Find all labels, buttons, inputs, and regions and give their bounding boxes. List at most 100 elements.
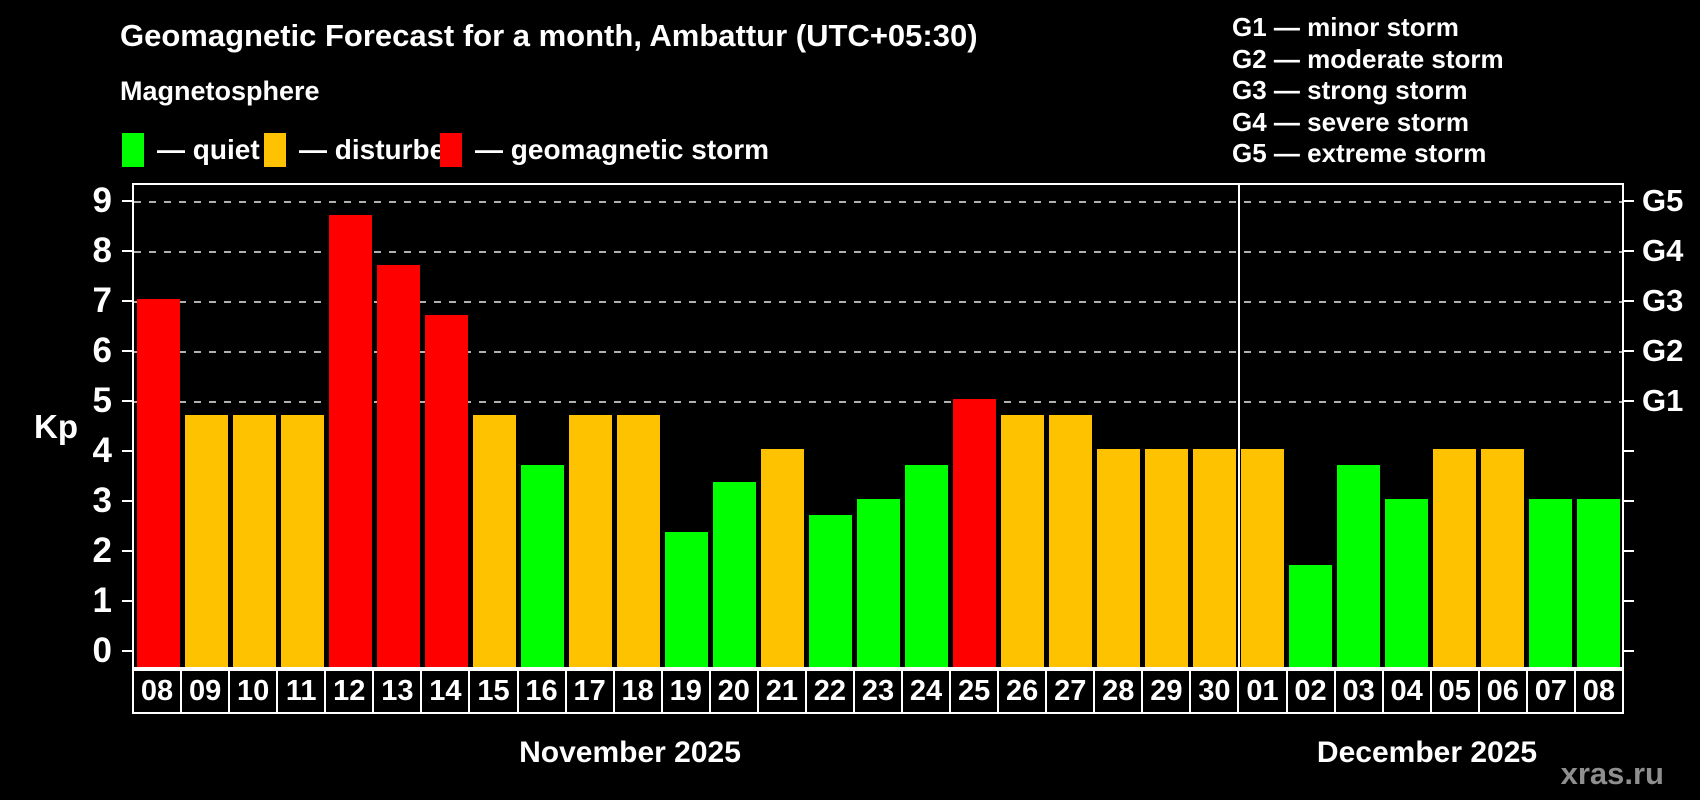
bar-day-04 xyxy=(1384,499,1428,667)
bar-slot-november-28 xyxy=(1094,185,1142,667)
left-tick-7 xyxy=(122,300,132,302)
bar-slot-november-16 xyxy=(518,185,566,667)
bar-slot-november-10 xyxy=(230,185,278,667)
y-tick-label-6: 6 xyxy=(92,331,112,370)
day-label-november-22: 22 xyxy=(804,669,855,714)
bar-slot-november-23 xyxy=(854,185,902,667)
bar-slot-december-05 xyxy=(1430,185,1478,667)
day-label-december-03: 03 xyxy=(1333,669,1384,714)
bar-slot-november-13 xyxy=(374,185,422,667)
right-tick-1 xyxy=(1624,600,1634,602)
month-label-november: November 2025 xyxy=(519,736,741,769)
quiet-color-swatch xyxy=(122,133,144,167)
day-label-november-26: 26 xyxy=(997,669,1048,714)
left-tick-5 xyxy=(122,400,132,402)
bar-slot-december-02 xyxy=(1286,185,1334,667)
bar-day-07 xyxy=(1528,499,1572,667)
day-label-november-28: 28 xyxy=(1093,669,1144,714)
bar-day-22 xyxy=(808,515,852,667)
legend-item-quiet: — quiet xyxy=(122,132,260,168)
bar-slot-november-29 xyxy=(1142,185,1190,667)
y-tick-label-5: 5 xyxy=(92,381,112,420)
y-tick-label-3: 3 xyxy=(92,481,112,520)
bar-day-01 xyxy=(1240,449,1284,667)
bar-day-21 xyxy=(760,449,804,667)
bar-day-05 xyxy=(1432,449,1476,667)
left-tick-4 xyxy=(122,450,132,452)
bar-slot-december-01 xyxy=(1238,185,1286,667)
g-legend-line-2: G2 — moderate storm xyxy=(1232,43,1504,74)
g-legend-line-1: G1 — minor storm xyxy=(1232,12,1459,42)
day-label-december-08: 08 xyxy=(1573,669,1624,714)
gridline-kp-7 xyxy=(134,301,1622,303)
day-label-november-24: 24 xyxy=(901,669,952,714)
bar-day-11 xyxy=(280,415,324,667)
bar-slot-november-27 xyxy=(1046,185,1094,667)
day-label-november-12: 12 xyxy=(324,669,375,714)
bar-day-27 xyxy=(1048,415,1092,667)
watermark: xras.ru xyxy=(1560,756,1664,791)
bar-slot-november-22 xyxy=(806,185,854,667)
storm-color-swatch xyxy=(440,133,462,167)
bar-slot-november-20 xyxy=(710,185,758,667)
day-label-november-19: 19 xyxy=(660,669,711,714)
bar-slot-november-26 xyxy=(998,185,1046,667)
bar-day-08 xyxy=(136,299,180,667)
day-label-november-30: 30 xyxy=(1189,669,1240,714)
day-label-december-06: 06 xyxy=(1477,669,1528,714)
day-label-november-08: 08 xyxy=(132,669,183,714)
bar-day-18 xyxy=(616,415,660,667)
g-axis-label-g3: G3 xyxy=(1642,283,1684,318)
bar-day-09 xyxy=(184,415,228,667)
legend-item-storm: — geomagnetic storm xyxy=(440,132,769,168)
day-label-november-25: 25 xyxy=(949,669,1000,714)
bar-slot-november-17 xyxy=(566,185,614,667)
magnetosphere-label: Magnetosphere xyxy=(120,76,320,106)
right-tick-5 xyxy=(1624,400,1634,402)
y-tick-label-0: 0 xyxy=(92,631,112,670)
legend-label-quiet: — quiet xyxy=(157,134,260,165)
bar-slot-december-04 xyxy=(1382,185,1430,667)
left-tick-9 xyxy=(122,200,132,202)
bar-slot-november-19 xyxy=(662,185,710,667)
left-tick-3 xyxy=(122,500,132,502)
left-tick-0 xyxy=(122,650,132,652)
bar-slot-december-03 xyxy=(1334,185,1382,667)
left-tick-8 xyxy=(122,250,132,252)
y-axis-title: Kp xyxy=(34,408,78,445)
y-tick-label-9: 9 xyxy=(92,181,112,220)
day-label-november-16: 16 xyxy=(516,669,567,714)
left-tick-1 xyxy=(122,600,132,602)
bar-slot-november-11 xyxy=(278,185,326,667)
bar-day-24 xyxy=(904,465,948,667)
legend-item-disturbed: — disturbed xyxy=(264,132,462,168)
g-scale-legend: G1 — minor storm G2 — moderate storm G3 — … xyxy=(1232,12,1504,170)
bar-slot-november-08 xyxy=(134,185,182,667)
left-tick-6 xyxy=(122,350,132,352)
right-tick-9 xyxy=(1624,200,1634,202)
g-axis-label-g2: G2 xyxy=(1642,333,1684,368)
day-label-december-04: 04 xyxy=(1381,669,1432,714)
y-tick-label-8: 8 xyxy=(92,231,112,270)
bar-day-26 xyxy=(1000,415,1044,667)
y-tick-label-7: 7 xyxy=(92,281,112,320)
right-tick-2 xyxy=(1624,550,1634,552)
disturbed-color-swatch xyxy=(264,133,286,167)
bar-day-17 xyxy=(568,415,612,667)
right-tick-7 xyxy=(1624,300,1634,302)
bar-slot-november-12 xyxy=(326,185,374,667)
g-axis-label-g4: G4 xyxy=(1642,233,1684,268)
bar-slot-november-15 xyxy=(470,185,518,667)
g-legend-line-4: G4 — severe storm xyxy=(1232,106,1470,137)
page-title: Geomagnetic Forecast for a month, Ambatt… xyxy=(120,18,978,53)
right-tick-8 xyxy=(1624,250,1634,252)
bar-slot-november-18 xyxy=(614,185,662,667)
day-label-december-02: 02 xyxy=(1285,669,1336,714)
bar-day-19 xyxy=(664,532,708,667)
bar-day-29 xyxy=(1144,449,1188,667)
bar-day-16 xyxy=(520,465,564,667)
day-label-november-23: 23 xyxy=(852,669,903,714)
day-label-november-27: 27 xyxy=(1045,669,1096,714)
bar-day-03 xyxy=(1336,465,1380,667)
day-label-november-17: 17 xyxy=(564,669,615,714)
